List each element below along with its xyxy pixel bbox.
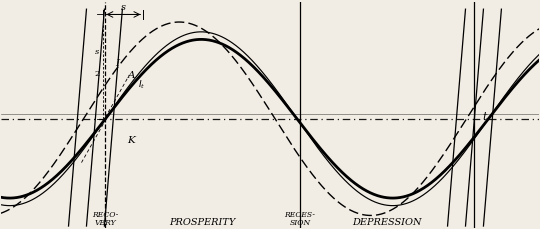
Text: s: s <box>121 3 126 12</box>
Text: t: t <box>482 112 487 122</box>
Text: I: I <box>116 59 119 68</box>
Text: K: K <box>127 136 135 145</box>
Text: A: A <box>127 71 135 80</box>
Text: $I_t$: $I_t$ <box>138 78 146 91</box>
Text: DEPRESSION: DEPRESSION <box>353 217 422 226</box>
Text: 2: 2 <box>94 69 99 77</box>
Text: s: s <box>95 48 99 56</box>
Text: RECO-
VERY: RECO- VERY <box>92 210 119 226</box>
Text: PROSPERITY: PROSPERITY <box>170 217 236 226</box>
Text: RECES-
SION: RECES- SION <box>285 210 315 226</box>
